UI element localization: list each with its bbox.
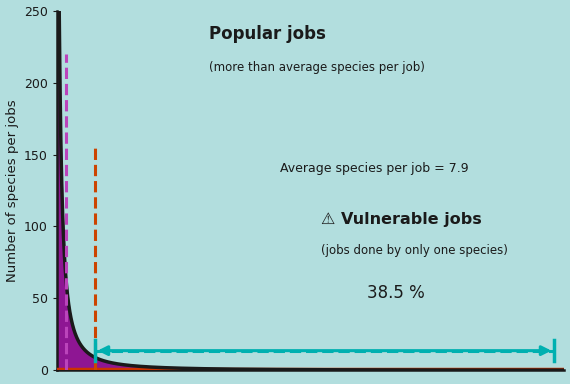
Text: (more than average species per job): (more than average species per job)	[209, 61, 425, 74]
Y-axis label: Number of species per jobs: Number of species per jobs	[6, 99, 19, 282]
Text: Average species per job = 7.9: Average species per job = 7.9	[280, 162, 469, 175]
Text: ⚠ Vulnerable jobs: ⚠ Vulnerable jobs	[321, 212, 482, 227]
Text: 38.5 %: 38.5 %	[367, 284, 424, 302]
Text: (jobs done by only one species): (jobs done by only one species)	[321, 245, 508, 258]
Text: Popular jobs: Popular jobs	[209, 25, 326, 43]
